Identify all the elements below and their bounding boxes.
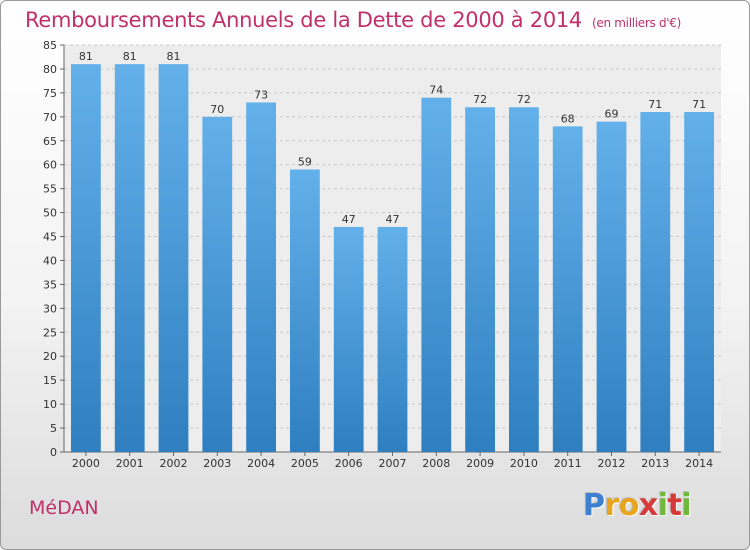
y-tick-label: 40	[43, 254, 57, 267]
bar-value-label: 74	[429, 84, 443, 97]
y-tick-label: 70	[43, 111, 57, 124]
y-tick-label: 75	[43, 87, 57, 100]
bar-value-label: 72	[517, 93, 531, 106]
y-tick-label: 15	[43, 374, 57, 387]
bar-value-label: 81	[79, 50, 93, 63]
labels: 0 5 10 15 20 25 30 35 40 45 50 55 60 65 70 75 80 85 81 2000…	[43, 39, 713, 470]
bar	[552, 126, 583, 453]
bar	[202, 116, 233, 452]
y-tick-label: 35	[43, 278, 57, 291]
x-tick-label: 2005	[291, 457, 319, 470]
bar	[333, 226, 364, 452]
y-tick-label: 30	[43, 302, 57, 315]
y-tick-label: 80	[43, 63, 57, 76]
bar	[684, 112, 714, 453]
y-tick-label: 25	[43, 326, 57, 339]
bar-value-label: 47	[386, 213, 400, 226]
bar-value-label: 71	[692, 98, 706, 111]
x-tick-label: 2008	[422, 457, 450, 470]
y-tick-label: 5	[50, 422, 57, 435]
bar-value-label: 71	[648, 98, 662, 111]
bar-value-label: 68	[561, 112, 575, 125]
logo-letter: i	[681, 488, 692, 523]
bar	[640, 112, 671, 453]
x-tick-label: 2009	[466, 457, 494, 470]
chart-title-text: Remboursements Annuels de la Dette de 20…	[25, 8, 582, 32]
logo-letter: r	[604, 488, 620, 523]
logo-letter: o	[618, 488, 640, 523]
x-tick-label: 2014	[685, 457, 713, 470]
x-tick-label: 2003	[203, 457, 231, 470]
bar	[71, 64, 101, 452]
y-tick-label: 20	[43, 350, 57, 363]
bar	[596, 121, 627, 453]
commune-name: MéDAN	[29, 497, 99, 519]
x-tick-label: 2001	[116, 457, 144, 470]
y-tick-label: 45	[43, 231, 57, 244]
x-tick-label: 2002	[160, 457, 188, 470]
bar	[290, 169, 320, 452]
chart-title: Remboursements Annuels de la Dette de 20…	[25, 8, 681, 32]
bar	[246, 102, 276, 452]
bar	[158, 64, 189, 452]
y-tick-label: 85	[43, 39, 57, 52]
bar-value-label: 72	[473, 93, 487, 106]
bar-value-label: 59	[298, 155, 312, 168]
y-tick-label: 60	[43, 159, 57, 172]
y-tick-label: 10	[43, 398, 57, 411]
y-tick-label: 55	[43, 183, 57, 196]
x-tick-label: 2000	[72, 457, 100, 470]
bar-value-label: 81	[167, 50, 181, 63]
bar-value-label: 70	[210, 103, 224, 116]
bar	[465, 107, 495, 452]
bar	[421, 97, 452, 452]
y-tick-label: 0	[50, 446, 57, 459]
bars	[71, 64, 714, 453]
logo-letter: t	[667, 488, 682, 523]
y-tick-label: 65	[43, 135, 57, 148]
x-tick-label: 2012	[598, 457, 626, 470]
chart-unit: (en milliers d'€)	[592, 16, 682, 30]
x-tick-label: 2007	[379, 457, 407, 470]
logo-letter: x	[638, 488, 658, 523]
x-tick-label: 2013	[641, 457, 669, 470]
bar-value-label: 69	[605, 108, 619, 121]
logo-letter: i	[657, 488, 668, 523]
y-tick-label: 50	[43, 207, 57, 220]
bar-value-label: 81	[123, 50, 137, 63]
x-tick-label: 2004	[247, 457, 275, 470]
x-tick-label: 2006	[335, 457, 363, 470]
logo-letter: P	[583, 488, 605, 523]
proxiti-logo: Proxiti	[583, 488, 692, 523]
bar	[377, 226, 408, 452]
bar	[114, 64, 145, 452]
x-tick-label: 2010	[510, 457, 538, 470]
bar	[509, 107, 539, 452]
bar-value-label: 47	[342, 213, 356, 226]
x-tick-label: 2011	[554, 457, 582, 470]
bar-value-label: 73	[254, 88, 268, 101]
